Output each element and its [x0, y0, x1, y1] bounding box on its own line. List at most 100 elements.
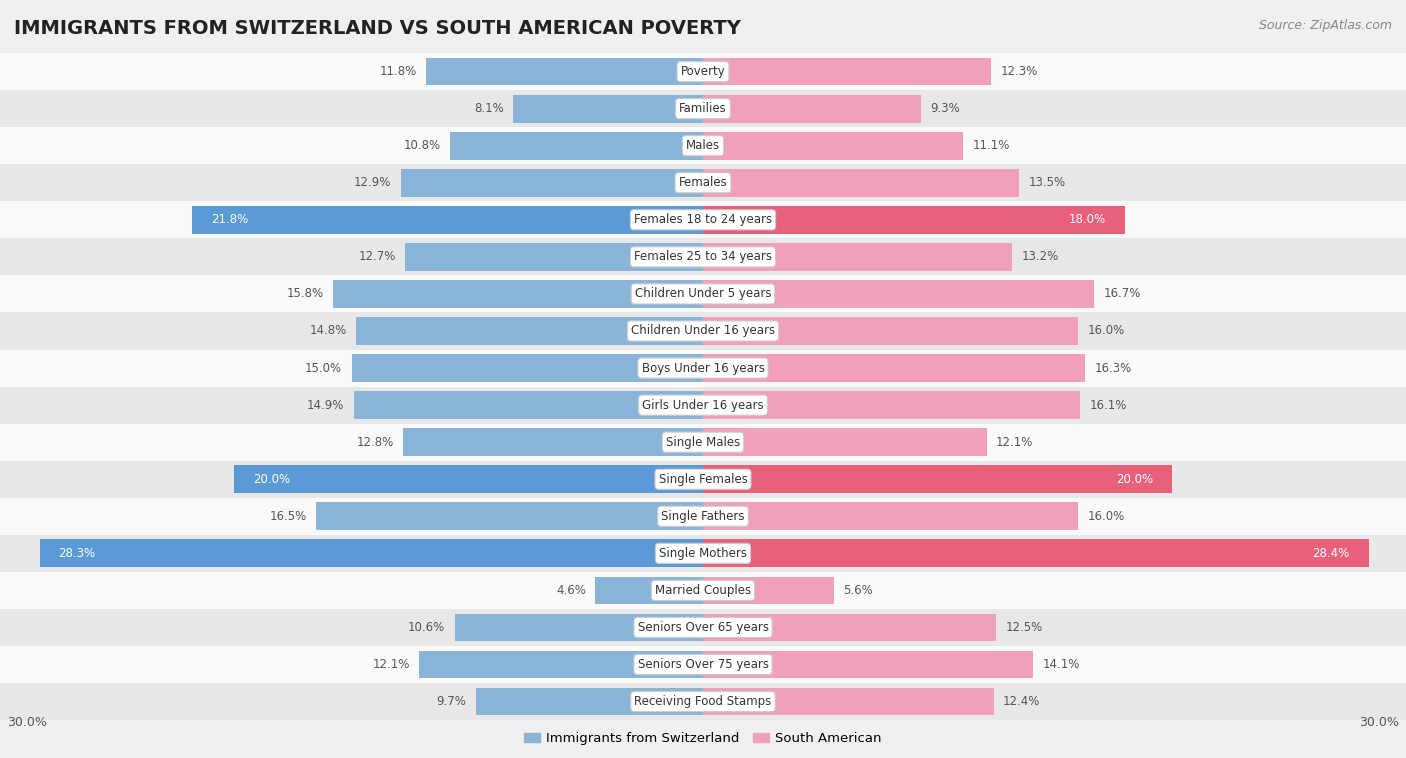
- Text: 20.0%: 20.0%: [253, 473, 290, 486]
- Bar: [703, 169, 1019, 196]
- Bar: [0, 53, 1406, 90]
- Text: 16.0%: 16.0%: [1087, 510, 1125, 523]
- Text: Source: ZipAtlas.com: Source: ZipAtlas.com: [1258, 19, 1392, 32]
- Bar: [450, 132, 703, 160]
- Text: 13.5%: 13.5%: [1029, 177, 1066, 190]
- Text: 5.6%: 5.6%: [844, 584, 873, 597]
- Text: 12.8%: 12.8%: [357, 436, 394, 449]
- Bar: [703, 354, 1085, 382]
- Text: Seniors Over 65 years: Seniors Over 65 years: [637, 621, 769, 634]
- Bar: [703, 243, 1012, 271]
- Bar: [703, 688, 994, 716]
- Bar: [703, 650, 1033, 678]
- Bar: [703, 95, 921, 123]
- Text: Boys Under 16 years: Boys Under 16 years: [641, 362, 765, 374]
- Text: Males: Males: [686, 139, 720, 152]
- Text: 16.5%: 16.5%: [270, 510, 307, 523]
- Text: 30.0%: 30.0%: [7, 716, 46, 729]
- Text: Females 25 to 34 years: Females 25 to 34 years: [634, 250, 772, 263]
- Text: 18.0%: 18.0%: [1069, 213, 1107, 227]
- Text: 11.8%: 11.8%: [380, 65, 418, 78]
- Text: 10.8%: 10.8%: [404, 139, 440, 152]
- Text: 16.0%: 16.0%: [1087, 324, 1125, 337]
- Text: 14.8%: 14.8%: [309, 324, 347, 337]
- Text: Seniors Over 75 years: Seniors Over 75 years: [637, 658, 769, 671]
- Text: IMMIGRANTS FROM SWITZERLAND VS SOUTH AMERICAN POVERTY: IMMIGRANTS FROM SWITZERLAND VS SOUTH AME…: [14, 19, 741, 38]
- Text: 20.0%: 20.0%: [1116, 473, 1153, 486]
- Text: 12.3%: 12.3%: [1001, 65, 1038, 78]
- Legend: Immigrants from Switzerland, South American: Immigrants from Switzerland, South Ameri…: [519, 727, 887, 750]
- Text: Females 18 to 24 years: Females 18 to 24 years: [634, 213, 772, 227]
- Bar: [595, 577, 703, 604]
- Bar: [703, 613, 995, 641]
- Text: 12.7%: 12.7%: [359, 250, 396, 263]
- Bar: [0, 461, 1406, 498]
- Bar: [0, 424, 1406, 461]
- Bar: [0, 609, 1406, 646]
- Bar: [426, 58, 703, 86]
- Bar: [703, 391, 1080, 419]
- Bar: [0, 349, 1406, 387]
- Bar: [513, 95, 703, 123]
- Bar: [0, 646, 1406, 683]
- Text: 15.8%: 15.8%: [287, 287, 323, 300]
- Bar: [235, 465, 703, 493]
- Text: Single Fathers: Single Fathers: [661, 510, 745, 523]
- Text: 30.0%: 30.0%: [1360, 716, 1399, 729]
- Text: 28.4%: 28.4%: [1313, 547, 1350, 560]
- Text: 12.4%: 12.4%: [1002, 695, 1040, 708]
- Bar: [333, 280, 703, 308]
- Bar: [703, 317, 1078, 345]
- Text: 15.0%: 15.0%: [305, 362, 342, 374]
- Bar: [193, 206, 703, 233]
- Bar: [703, 540, 1368, 567]
- Bar: [0, 164, 1406, 202]
- Bar: [405, 243, 703, 271]
- Text: 9.3%: 9.3%: [931, 102, 960, 115]
- Bar: [354, 391, 703, 419]
- Bar: [0, 572, 1406, 609]
- Text: 21.8%: 21.8%: [211, 213, 247, 227]
- Text: Girls Under 16 years: Girls Under 16 years: [643, 399, 763, 412]
- Bar: [419, 650, 703, 678]
- Bar: [703, 428, 987, 456]
- Bar: [703, 206, 1125, 233]
- Bar: [352, 354, 703, 382]
- Text: 12.1%: 12.1%: [995, 436, 1033, 449]
- Text: 9.7%: 9.7%: [436, 695, 467, 708]
- Text: Females: Females: [679, 177, 727, 190]
- Bar: [356, 317, 703, 345]
- Text: 16.3%: 16.3%: [1094, 362, 1132, 374]
- Text: Single Females: Single Females: [658, 473, 748, 486]
- Bar: [0, 90, 1406, 127]
- Bar: [0, 127, 1406, 164]
- Bar: [475, 688, 703, 716]
- Bar: [0, 498, 1406, 535]
- Bar: [0, 312, 1406, 349]
- Text: Children Under 5 years: Children Under 5 years: [634, 287, 772, 300]
- Text: Children Under 16 years: Children Under 16 years: [631, 324, 775, 337]
- Text: 28.3%: 28.3%: [59, 547, 96, 560]
- Bar: [703, 465, 1171, 493]
- Bar: [0, 683, 1406, 720]
- Text: 11.1%: 11.1%: [973, 139, 1010, 152]
- Text: 16.7%: 16.7%: [1104, 287, 1142, 300]
- Bar: [703, 280, 1094, 308]
- Text: 14.1%: 14.1%: [1043, 658, 1080, 671]
- Bar: [703, 577, 834, 604]
- Bar: [454, 613, 703, 641]
- Bar: [0, 535, 1406, 572]
- Text: 16.1%: 16.1%: [1090, 399, 1128, 412]
- Text: 12.1%: 12.1%: [373, 658, 411, 671]
- Bar: [0, 238, 1406, 275]
- Text: 4.6%: 4.6%: [555, 584, 586, 597]
- Bar: [404, 428, 703, 456]
- Text: Single Mothers: Single Mothers: [659, 547, 747, 560]
- Bar: [703, 503, 1078, 530]
- Bar: [0, 275, 1406, 312]
- Bar: [401, 169, 703, 196]
- Bar: [0, 387, 1406, 424]
- Text: 10.6%: 10.6%: [408, 621, 446, 634]
- Text: 8.1%: 8.1%: [474, 102, 503, 115]
- Text: 12.5%: 12.5%: [1005, 621, 1042, 634]
